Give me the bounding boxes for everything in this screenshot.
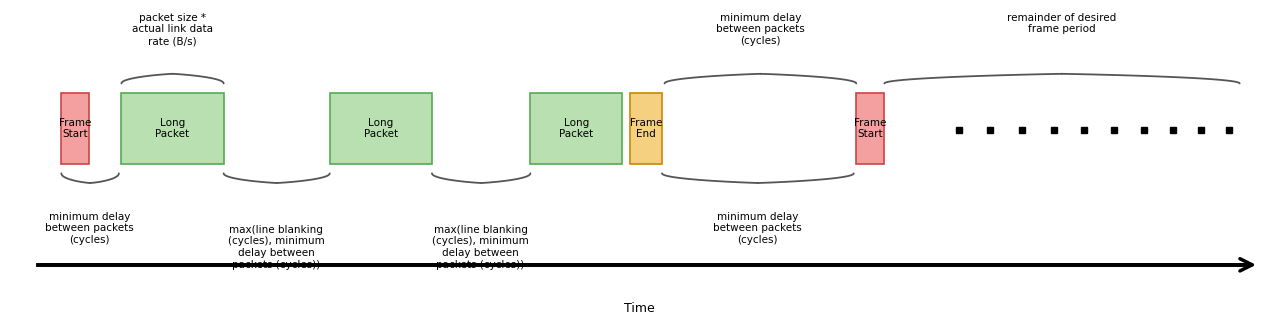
Text: max(line blanking
(cycles), minimum
delay between
packets (cycles)): max(line blanking (cycles), minimum dela…: [227, 225, 325, 270]
FancyBboxPatch shape: [856, 93, 884, 164]
Text: Time: Time: [624, 302, 654, 315]
Text: Frame
Start: Frame Start: [59, 117, 92, 139]
FancyBboxPatch shape: [530, 93, 622, 164]
FancyBboxPatch shape: [330, 93, 432, 164]
Text: Long
Packet: Long Packet: [156, 117, 189, 139]
Text: Frame
End: Frame End: [630, 117, 662, 139]
FancyBboxPatch shape: [61, 93, 89, 164]
Text: max(line blanking
(cycles), minimum
delay between
packets (cycles)): max(line blanking (cycles), minimum dela…: [432, 225, 529, 270]
Text: remainder of desired
frame period: remainder of desired frame period: [1007, 13, 1117, 34]
Text: Frame
Start: Frame Start: [854, 117, 887, 139]
FancyBboxPatch shape: [121, 93, 224, 164]
Text: Long
Packet: Long Packet: [364, 117, 397, 139]
Text: Long
Packet: Long Packet: [560, 117, 593, 139]
Text: minimum delay
between packets
(cycles): minimum delay between packets (cycles): [45, 212, 134, 245]
Text: minimum delay
between packets
(cycles): minimum delay between packets (cycles): [713, 212, 803, 245]
Text: minimum delay
between packets
(cycles): minimum delay between packets (cycles): [716, 13, 805, 46]
FancyBboxPatch shape: [630, 93, 662, 164]
Text: packet size *
actual link data
rate (B/s): packet size * actual link data rate (B/s…: [132, 13, 213, 46]
